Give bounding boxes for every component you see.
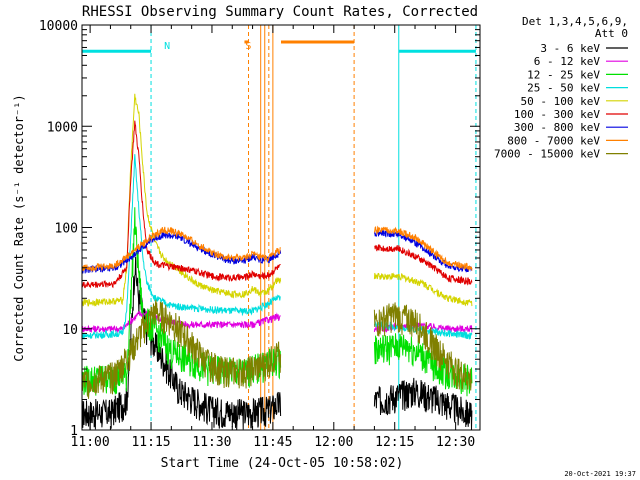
y-tick-label: 100 bbox=[55, 222, 78, 237]
x-axis: 11:00 11:15 11:30 11:45 12:00 12:15 12:30 bbox=[71, 25, 475, 450]
legend-label: 6 - 12 keV bbox=[534, 55, 601, 68]
x-tick-label: 12:00 bbox=[314, 435, 353, 450]
legend-label: 800 - 7000 keV bbox=[507, 134, 600, 147]
x-tick-label: 11:45 bbox=[253, 435, 292, 450]
legend-label: 7000 - 15000 keV bbox=[494, 148, 600, 161]
legend-label: 3 - 6 keV bbox=[540, 42, 600, 55]
x-axis-label: Start Time (24-Oct-05 10:58:02) bbox=[161, 456, 404, 471]
y-axis: 1 10 100 1000 10000 bbox=[39, 19, 480, 439]
x-tick-label: 11:15 bbox=[131, 435, 170, 450]
series-line bbox=[81, 225, 473, 273]
series-line bbox=[81, 93, 473, 307]
legend-label: 50 - 100 keV bbox=[521, 95, 601, 108]
y-tick-label: 10 bbox=[62, 323, 78, 338]
series-layer bbox=[81, 93, 473, 431]
legend-header: Det 1,3,4,5,6,9, bbox=[522, 15, 628, 28]
marker-annotation: S bbox=[245, 41, 251, 52]
y-axis-label: Corrected Count Rate (s⁻¹ detector⁻¹) bbox=[12, 94, 26, 361]
series-line bbox=[81, 120, 473, 289]
y-tick-label: 1 bbox=[70, 424, 78, 439]
x-tick-label: 11:00 bbox=[71, 435, 110, 450]
y-tick-label: 10000 bbox=[39, 19, 78, 34]
series-line bbox=[81, 256, 473, 431]
x-tick-label: 12:15 bbox=[375, 435, 414, 450]
legend-label: 300 - 800 keV bbox=[514, 121, 600, 134]
x-tick-label: 12:30 bbox=[436, 435, 475, 450]
y-tick-label: 1000 bbox=[47, 120, 78, 135]
series-line bbox=[81, 299, 473, 399]
legend-header: Att 0 bbox=[595, 27, 628, 40]
legend-label: 12 - 25 keV bbox=[527, 68, 600, 81]
marker-annotation: N bbox=[164, 41, 170, 52]
chart-title: RHESSI Observing Summary Count Rates, Co… bbox=[82, 4, 478, 20]
footer-date-stamp: 20-Oct-2021 19:37 bbox=[564, 470, 636, 478]
x-tick-label: 11:30 bbox=[192, 435, 231, 450]
legend-label: 100 - 300 keV bbox=[514, 108, 600, 121]
legend-label: 25 - 50 keV bbox=[527, 82, 600, 95]
